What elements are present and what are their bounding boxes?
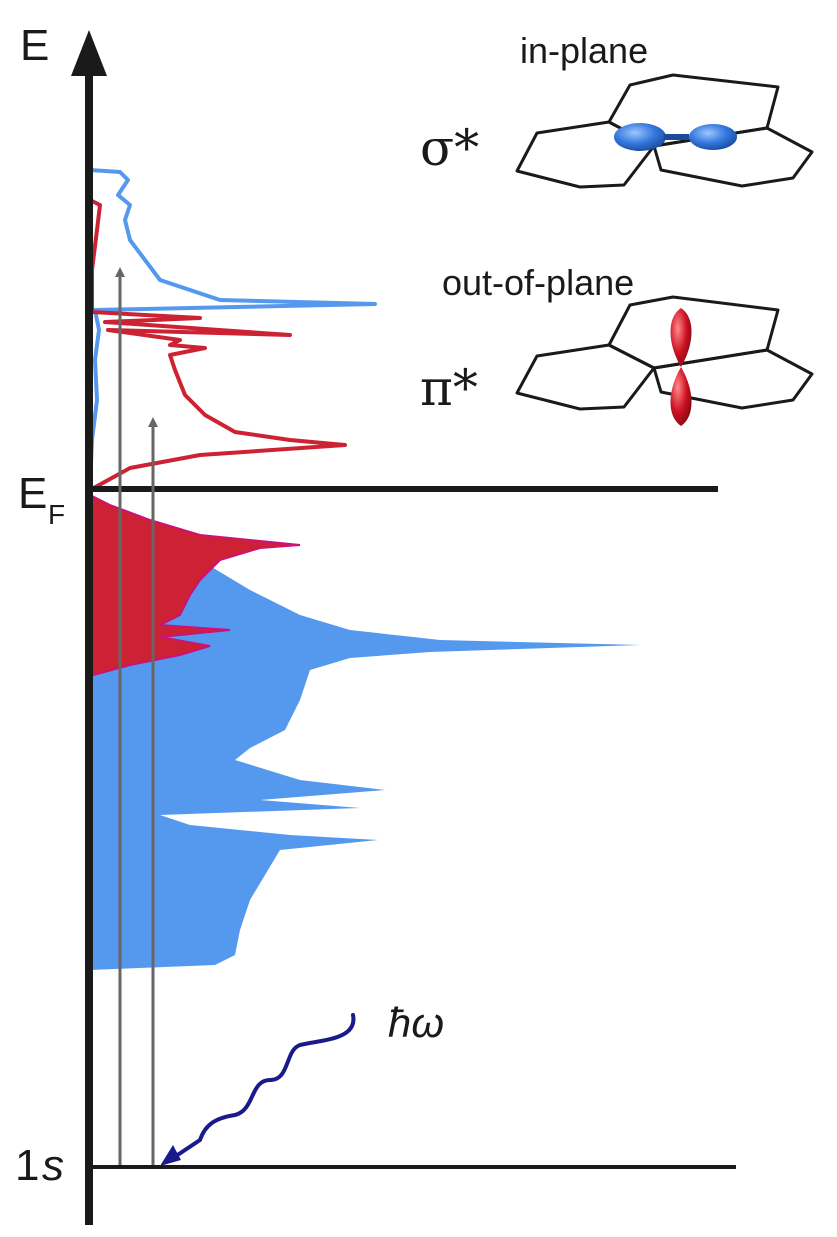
photon-energy-label: ħω xyxy=(388,999,444,1046)
out-of-plane-occupied-dos xyxy=(89,493,301,678)
pi-orbital-icon xyxy=(515,295,814,426)
energy-axis-arrowhead xyxy=(71,30,107,76)
core-level-label: 1 xyxy=(15,1141,39,1190)
in-plane-unoccupied-dos xyxy=(88,168,377,489)
energy-axis-label: E xyxy=(20,21,49,70)
fermi-level-label: E xyxy=(18,469,47,518)
out-of-plane-unoccupied-dos xyxy=(89,198,347,492)
in-plane-label: in-plane xyxy=(520,30,648,71)
fermi-level-subscript: F xyxy=(48,499,65,530)
pi-star-label: π* xyxy=(420,359,478,417)
photon-arrowhead xyxy=(160,1145,181,1166)
sigma-star-label: σ* xyxy=(420,119,479,177)
photon-wave-icon xyxy=(168,1013,356,1162)
sigma-orbital-icon xyxy=(515,73,814,189)
in-plane-occupied-dos xyxy=(90,495,640,970)
out-of-plane-label: out-of-plane xyxy=(442,262,634,303)
core-level-label-orbital: s xyxy=(42,1141,64,1190)
